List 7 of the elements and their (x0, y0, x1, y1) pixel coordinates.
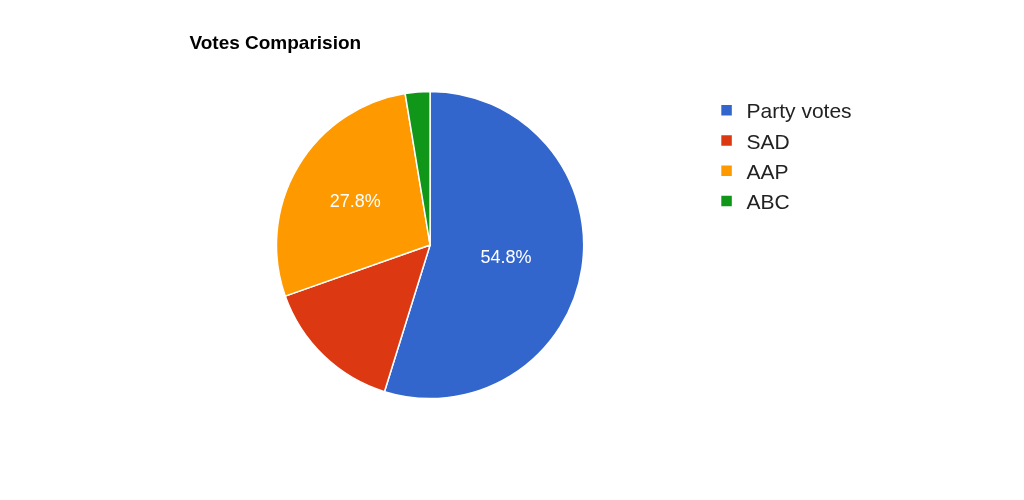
legend-label: ABC (746, 190, 790, 214)
data-label: 27.8% (329, 190, 381, 211)
legend-label: AAP (746, 159, 789, 183)
chart-title: Votes Comparision (189, 32, 362, 54)
legend-label: SAD (746, 129, 790, 153)
data-label: 54.8% (480, 246, 532, 267)
legend-label: Party votes (746, 99, 852, 123)
